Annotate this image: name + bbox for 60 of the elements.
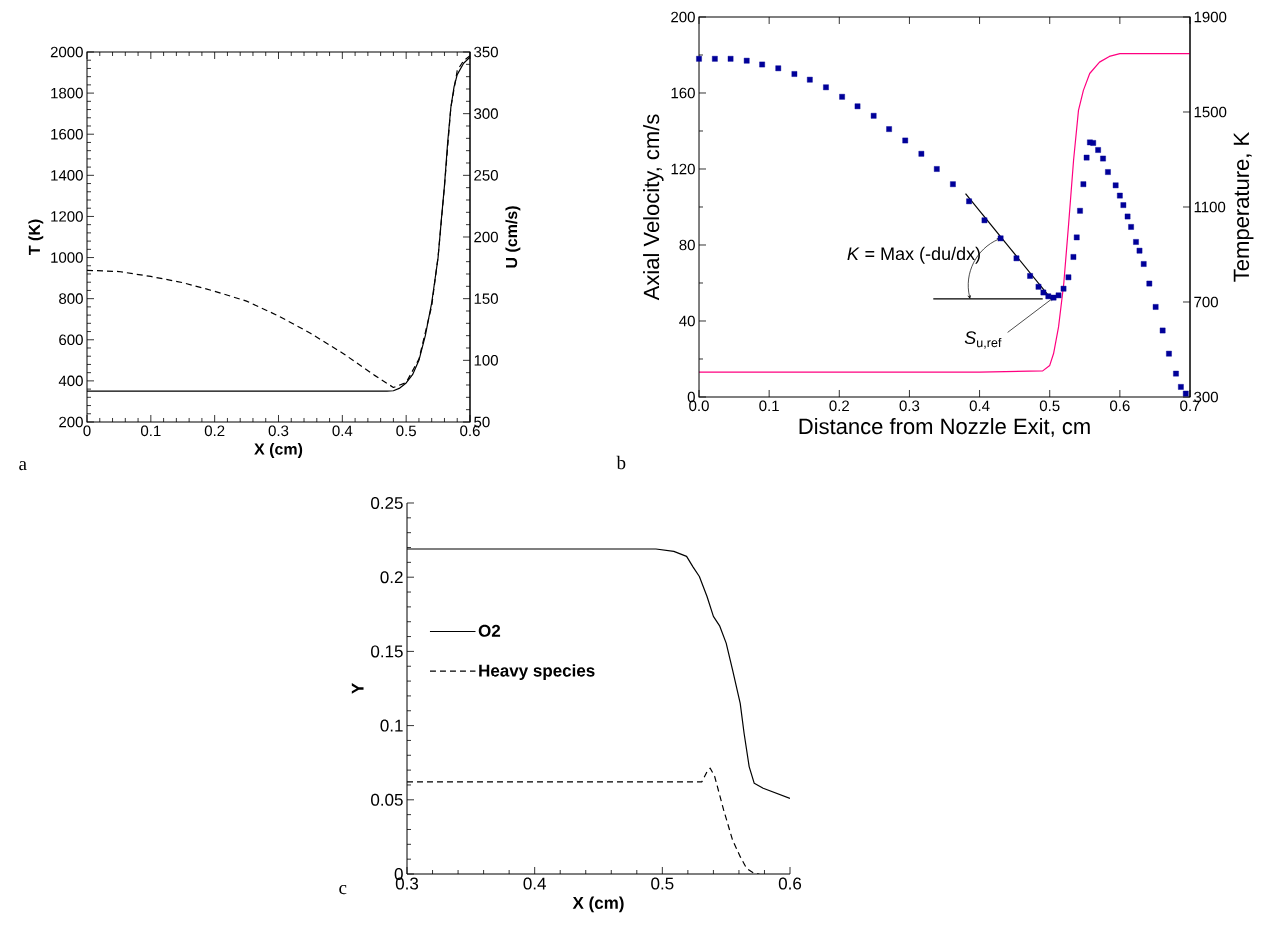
text: a [19,461,27,471]
x-tick-label: 0.3 [268,425,289,437]
y-tick-label: 1200 [51,211,83,222]
x-axis-title: X (cm) [254,443,303,458]
x-tick-label: 0.4 [969,400,990,412]
y-axis-title: Y [351,683,364,694]
y-tick-label: 0.15 [371,645,403,658]
y2-tick-label: 1500 [1194,106,1227,118]
y2-tick-label: 100 [474,355,498,366]
y-tick-label: 0.2 [380,571,403,584]
y-tick-label: 400 [58,375,83,387]
x-tick-label: 0 [83,425,91,437]
x-tick-label: 0.5 [396,425,416,437]
y-tick-label: 1600 [51,128,83,140]
x-tick-label: 0.3 [899,400,920,412]
y-tick-label: 1800 [51,87,83,99]
y2-axis-title: U (cm/s) [505,206,521,268]
x-tick-label: 0.6 [1110,400,1130,412]
y-tick-label: 200 [59,416,83,428]
x-axis-title: Distance from Nozzle Exit, cm [799,418,1090,437]
text: c [339,885,347,895]
x-tick-label: 0.1 [759,400,779,412]
y2-tick-label: 1100 [1194,201,1226,213]
text: b [616,455,626,470]
y-tick-label: 600 [59,334,83,346]
y-tick-label: 1400 [51,170,83,181]
y2-tick-label: 350 [474,46,498,58]
x-tick-label: 0.2 [204,425,225,437]
x-tick-label: 0.1 [140,425,161,437]
y-tick-label: 1000 [51,252,83,263]
y-tick-label: 80 [679,239,695,251]
x-axis-title: X (cm) [572,896,624,913]
y-tick-label: 2000 [50,46,83,58]
annotation: S$_{u,ref}$ [964,331,1002,349]
x-tick-label: 0.4 [332,425,353,437]
y-tick-label: 800 [59,293,83,304]
y2-tick-label: 150 [474,293,498,304]
y-tick-label: 200 [671,11,695,23]
x-tick-label: 0.6 [778,877,802,890]
y-axis-title: Axial Velocity, cm/s [643,114,664,301]
x-tick-label: 0.5 [1039,400,1060,412]
x-tick-label: 0.4 [523,877,546,890]
y-tick-label: 0.05 [371,793,403,806]
y2-tick-label: 700 [1194,296,1218,308]
legend-label: O2 [478,624,501,637]
x-tick-label: 0.5 [651,877,674,890]
y-tick-label: 0.1 [380,719,403,732]
annotation: K = Max (-du/dx) [847,246,980,264]
y2-tick-label: 300 [474,108,498,119]
y-axis-title: T (K) [28,219,44,256]
y-tick-label: 0.25 [371,496,403,510]
legend-label: Heavy species [479,664,595,681]
y-tick-label: 160 [671,87,695,99]
y2-tick-label: 200 [474,231,498,243]
y2-tick-label: 1900 [1194,11,1227,23]
x-tick-label: 0.2 [829,400,849,412]
y-tick-label: 120 [671,163,695,175]
y2-axis-title: Temperature, K [1233,132,1254,282]
y-tick-label: 40 [679,315,695,327]
y2-tick-label: 250 [474,170,498,181]
